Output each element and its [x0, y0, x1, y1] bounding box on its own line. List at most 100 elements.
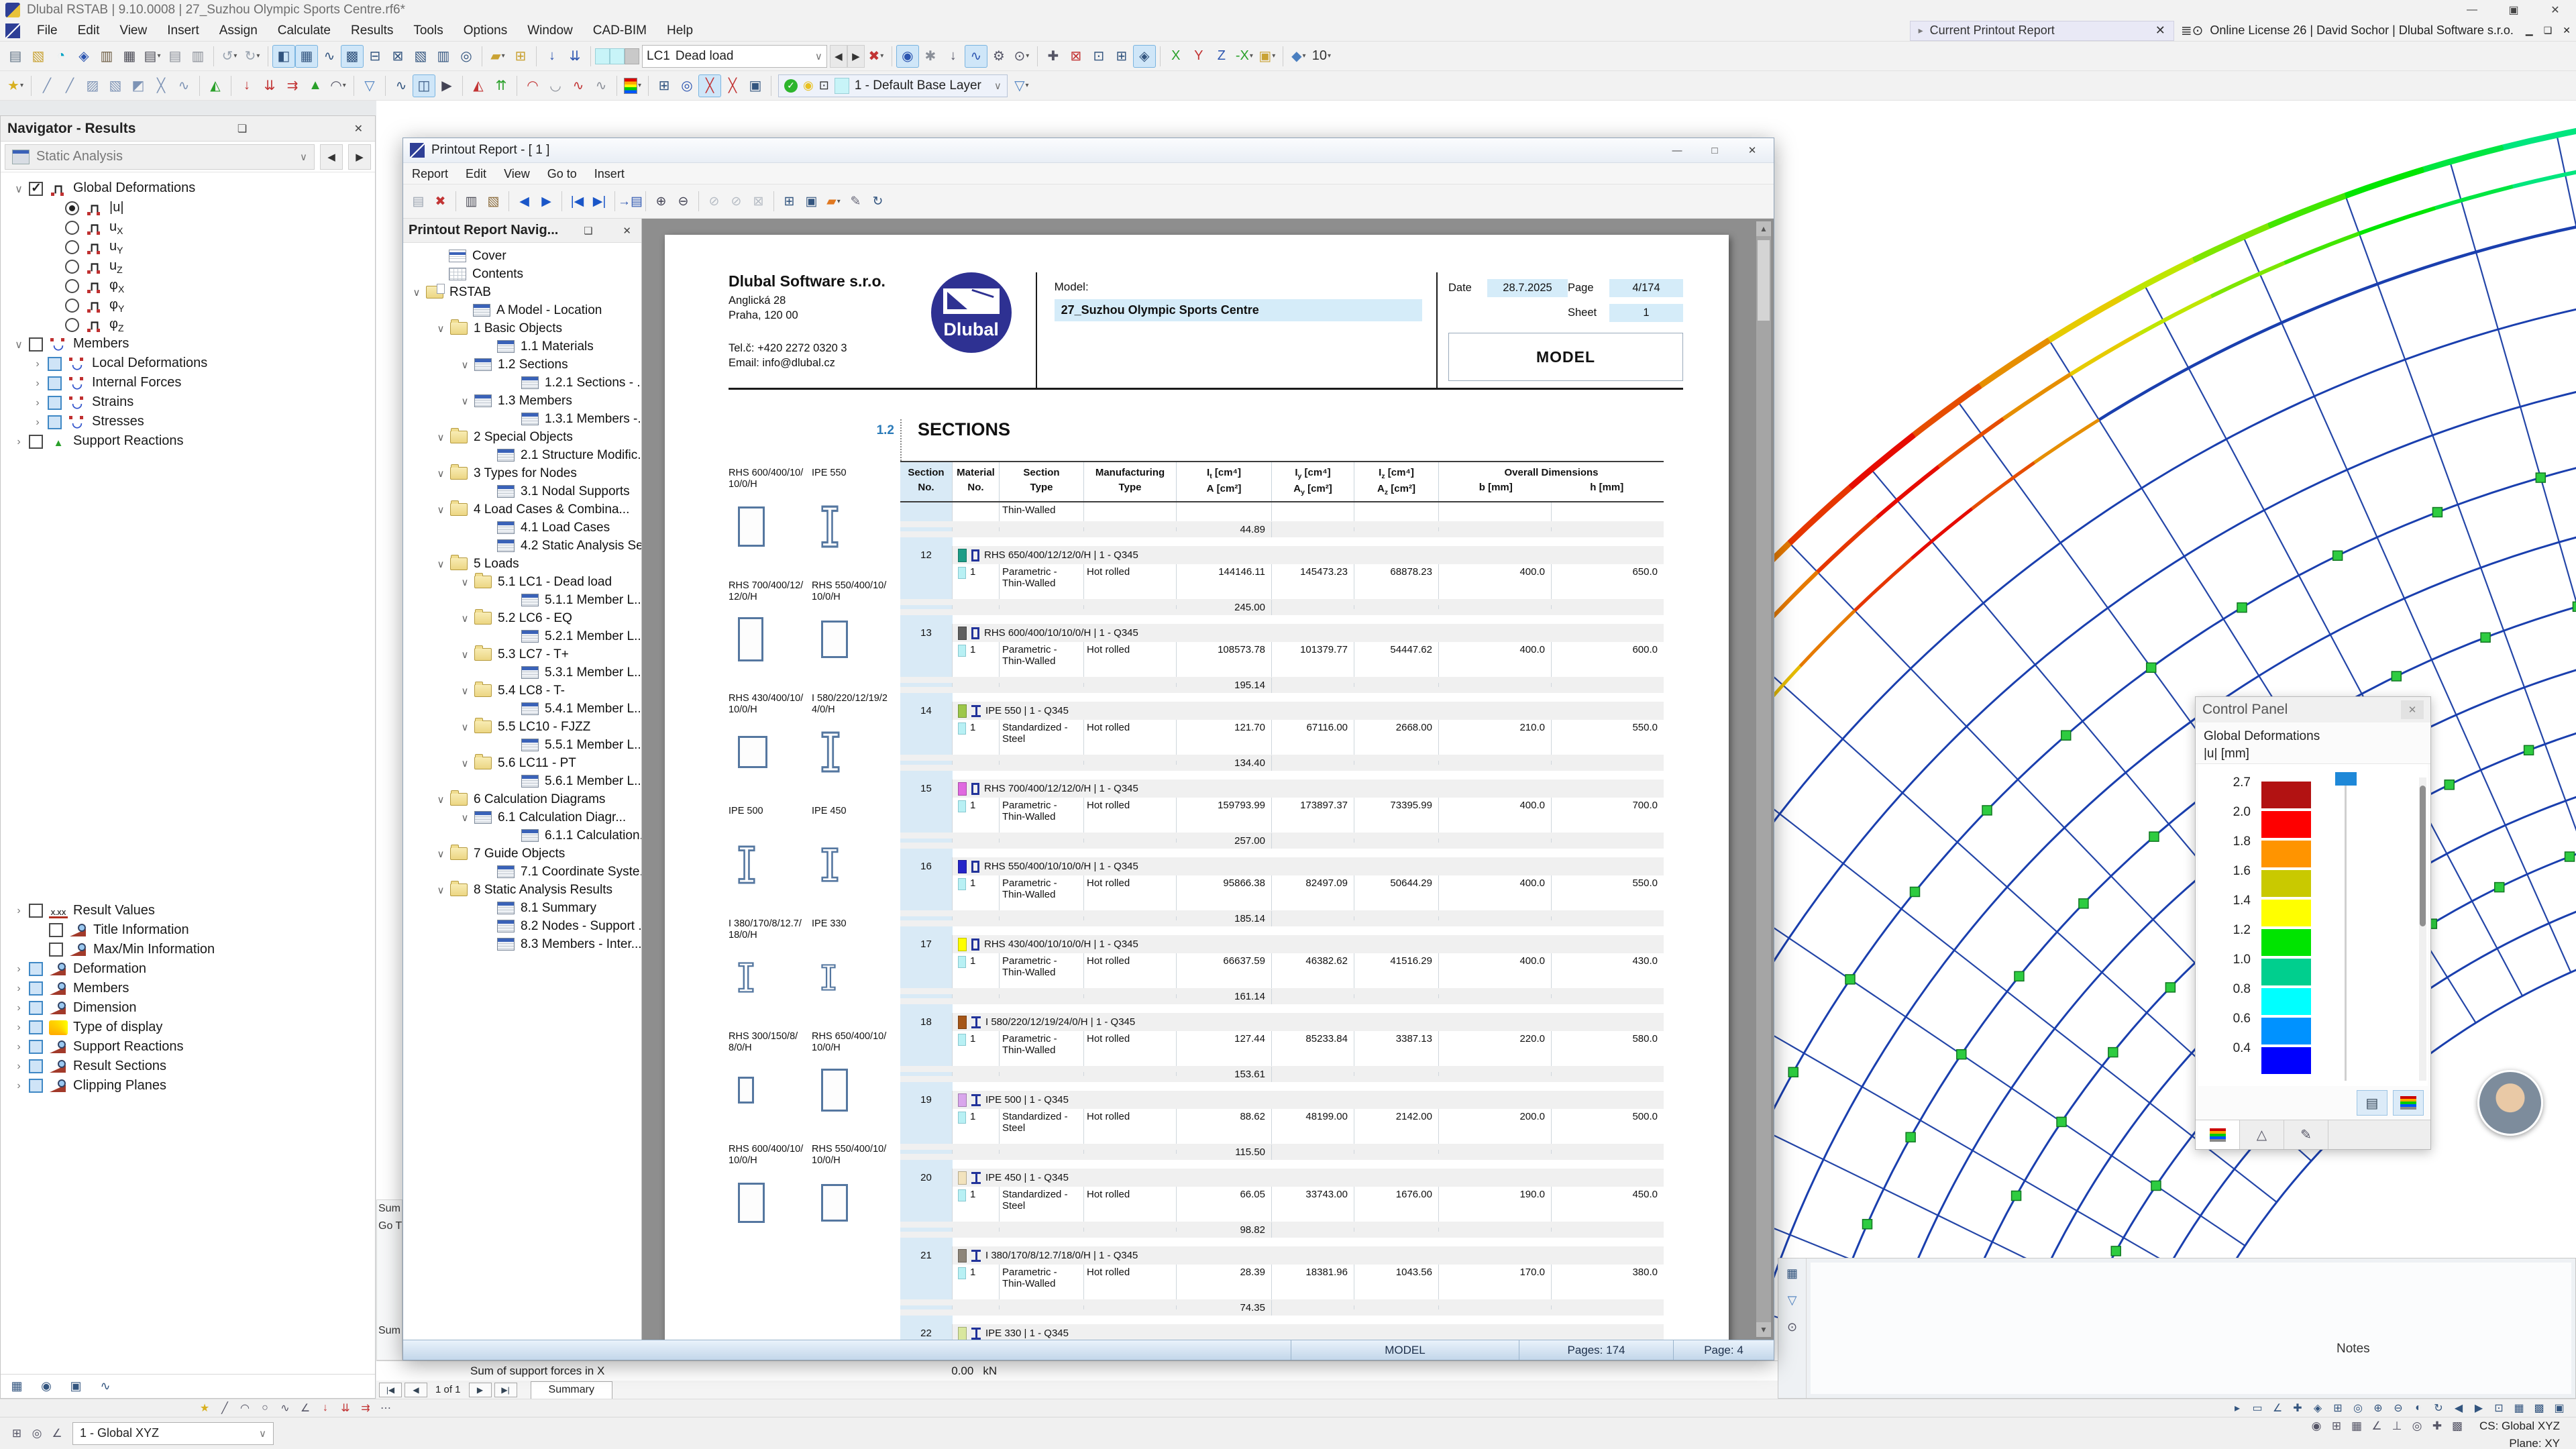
scroll-down-icon[interactable]: ▼ [1756, 1322, 1771, 1337]
grid-panels-icon[interactable]: ⊞ [658, 78, 670, 93]
member-set-icon[interactable]: ▨ [86, 78, 99, 93]
render-model-icon[interactable]: ◈ [78, 49, 89, 64]
member-cross-icon[interactable]: ╳ [156, 78, 166, 93]
draw-spline-icon[interactable]: ∿ [280, 1403, 290, 1414]
report-tree-item[interactable]: Cover [403, 247, 641, 265]
stress-minus-icon[interactable]: ◡ [549, 78, 561, 93]
report-tree-item[interactable]: ∨ 1.3 Members [403, 392, 641, 410]
view-y-icon[interactable]: Y [1194, 48, 1203, 63]
report-tree-item[interactable]: ∨ 6.1 Calculation Diagr... [403, 808, 641, 826]
result-values-checkbox[interactable] [29, 904, 43, 918]
new-report-icon[interactable]: ▤ [168, 49, 182, 64]
status-hatch-icon[interactable]: ▩ [2451, 1419, 2463, 1432]
expander-icon[interactable]: ∨ [437, 848, 445, 860]
nodal-load-icon[interactable]: ⇊ [569, 49, 581, 64]
stress-plus-icon[interactable]: ◠ [527, 78, 539, 93]
expander-icon[interactable]: ∨ [461, 576, 469, 588]
disconnect-icon[interactable]: ◔ [56, 48, 66, 63]
draw-angle-icon[interactable]: ∠ [300, 1403, 311, 1414]
title-information-checkbox[interactable] [49, 923, 63, 937]
member-beam-icon[interactable]: ╱ [65, 78, 74, 93]
draw-more-icon[interactable]: ⋯ [380, 1403, 391, 1414]
nav-tab-results-icon[interactable]: ∿ [100, 1379, 111, 1393]
report-tree-item[interactable]: ∨ 5 Loads [403, 555, 641, 573]
grid-icon[interactable]: ⊞ [2333, 1403, 2343, 1414]
refresh-report-icon[interactable]: ↻ [872, 194, 883, 209]
nav-tree-item[interactable]: ∨ Members [1, 335, 375, 354]
tab-color-scale[interactable] [2196, 1120, 2240, 1149]
result-values-icon[interactable]: ↓ [949, 48, 957, 63]
coordinate-system-dropdown[interactable]: 1 - Global XYZ ∨ [72, 1421, 274, 1445]
report-tree-item[interactable]: 8.1 Summary [403, 899, 641, 917]
child-restore-icon[interactable]: ❏ [2543, 25, 2553, 36]
nav-tree-item[interactable]: |u| [1, 199, 375, 218]
child-minimize-icon[interactable]: ▁ [2525, 25, 2533, 36]
edit-block-icon[interactable]: ✎ [850, 194, 861, 209]
search-icon[interactable]: ≣⊙ [2180, 23, 2204, 38]
expander-icon[interactable]: › [17, 1060, 21, 1072]
expander-icon[interactable]: ∨ [461, 757, 469, 769]
expander-icon[interactable]: ∨ [437, 558, 445, 570]
menu-item[interactable]: Results [351, 23, 394, 38]
expander-icon[interactable]: ∨ [437, 468, 445, 480]
print-report-icon[interactable]: ▥ [465, 194, 478, 209]
notes-find-icon[interactable]: ⊙ [1786, 1320, 1798, 1334]
expander-icon[interactable]: › [17, 1002, 21, 1014]
printout-menu-item[interactable]: Insert [594, 166, 625, 180]
console-icon[interactable]: ⊟ [369, 49, 381, 64]
zoom-region-icon[interactable]: ⊠ [1070, 49, 1082, 64]
reactions-view-icon[interactable]: ⇈ [495, 78, 507, 93]
menu-item[interactable]: Edit [77, 23, 100, 38]
expander-icon[interactable]: ∨ [461, 721, 469, 733]
expander-icon[interactable]: ∨ [461, 359, 469, 371]
table-view-icon[interactable]: ▦ [2514, 1403, 2524, 1414]
report-tree-item[interactable]: 2.1 Structure Modific... [403, 446, 641, 464]
tab-info[interactable]: ✎ [2284, 1120, 2328, 1149]
scrollbar-thumb[interactable] [1758, 240, 1770, 321]
printout-title-bar[interactable]: Printout Report - [ 1 ] — □ ✕ [403, 138, 1774, 163]
remove-from-report-icon[interactable]: ✖ [435, 194, 446, 209]
save-icon[interactable]: ▦ [123, 49, 136, 64]
nav-tab-display-icon[interactable]: ▦ [11, 1379, 23, 1393]
report-tree-item[interactable]: ∨ 8 Static Analysis Results [403, 881, 641, 899]
status-perp-icon[interactable]: ⊥ [2392, 1419, 2402, 1432]
color-scale-icon[interactable]: ▾ [621, 74, 644, 97]
nav-tree-item[interactable]: φY [1, 296, 375, 315]
nav-tree-item[interactable]: ∨ Global Deformations [1, 179, 375, 199]
summary-tab[interactable]: Summary [530, 1381, 612, 1399]
osnap-icon[interactable]: ◎ [32, 1426, 42, 1440]
user-camera-avatar[interactable] [2477, 1070, 2543, 1136]
expander-icon[interactable]: ∨ [461, 685, 469, 697]
new-support-icon[interactable]: ◭ [210, 78, 221, 93]
nav-tree-item[interactable]: › Result Values [1, 901, 375, 920]
draw-arc-icon[interactable]: ◠ [240, 1403, 250, 1414]
show-results-icon[interactable]: ∿ [964, 44, 987, 68]
report-tree-item[interactable]: ∨ 5.5 LC10 - FJZZ [403, 718, 641, 736]
status-center-icon[interactable]: ◎ [2412, 1419, 2422, 1432]
report-tree-item[interactable]: 1.1 Materials [403, 337, 641, 356]
panel-options-button[interactable]: ▤ [2357, 1090, 2387, 1116]
status-angle-icon[interactable]: ∠ [2371, 1419, 2382, 1432]
nav-tree-item[interactable]: › Members [1, 979, 375, 998]
zoom-in-icon[interactable]: ⊕ [655, 194, 667, 209]
scale-slider-track[interactable] [2345, 779, 2347, 1081]
draw-load2-icon[interactable]: ⇊ [341, 1403, 350, 1414]
redo-icon[interactable]: ↻ ▾ [244, 49, 260, 64]
expander-icon[interactable]: ∨ [437, 323, 445, 335]
navigator-toggle-icon[interactable]: ◧ [272, 44, 295, 68]
report-tree-item[interactable]: 6.1.1 Calculation... [403, 826, 641, 845]
result-diagram-icon[interactable]: ∿ [395, 78, 407, 93]
zoom-out-icon[interactable]: ⊖ [678, 194, 689, 209]
report-tree-item[interactable]: 1.3.1 Members -... [403, 410, 641, 428]
draw-member-icon[interactable]: ╱ [221, 1403, 228, 1414]
navigator-close-icon[interactable]: ✕ [354, 123, 363, 135]
report-tree-item[interactable]: 8.3 Members - Inter... [403, 935, 641, 953]
delete-loads-icon[interactable]: ✖ ▾ [868, 49, 884, 64]
expander-icon[interactable]: › [17, 904, 21, 916]
delete-filter-icon[interactable]: ▽ ▾ [1014, 78, 1029, 93]
first-page-icon[interactable]: |◀ [570, 194, 584, 209]
expander-icon[interactable]: ∨ [15, 183, 23, 195]
unlock-zoom-icon[interactable]: ⊘ [731, 194, 742, 209]
report-tree-item[interactable]: 7.1 Coordinate Syste... [403, 863, 641, 881]
select-box-icon[interactable]: ▭ [2252, 1403, 2263, 1414]
